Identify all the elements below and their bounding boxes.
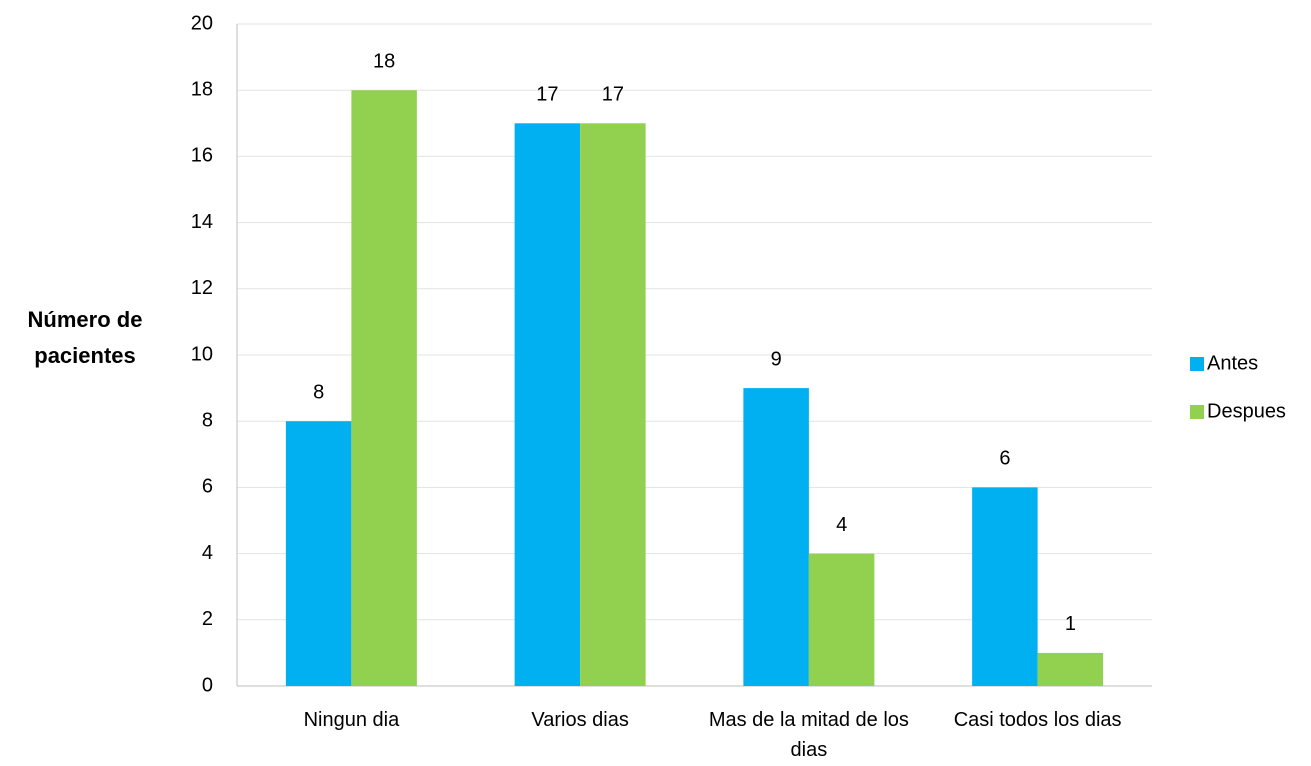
y-tick-label: 10	[191, 343, 213, 365]
x-tick-label: Casi todos los dias	[953, 709, 1122, 731]
data-label: 17	[602, 84, 624, 106]
bar	[808, 553, 875, 686]
x-tick-label: Varios dias	[531, 709, 629, 731]
data-label: 9	[771, 348, 782, 370]
bar	[514, 123, 581, 687]
legend-swatch	[1190, 405, 1204, 419]
data-label: 18	[373, 50, 395, 72]
bar	[972, 487, 1038, 686]
y-tick-label: 14	[191, 211, 213, 233]
y-tick-label: 20	[191, 12, 213, 34]
data-label: 6	[999, 448, 1010, 470]
y-tick-label: 12	[191, 277, 213, 299]
y-tick-label: 8	[202, 409, 213, 431]
data-label: 1	[1065, 613, 1076, 635]
y-axis-label: Número de pacientes	[27, 307, 143, 368]
y-tick-label: 18	[191, 78, 213, 100]
y-tick-label: 2	[202, 608, 213, 630]
y-tick-label: 6	[202, 476, 213, 498]
data-label: 8	[313, 381, 324, 403]
bar	[580, 123, 646, 687]
data-label: 4	[836, 514, 847, 536]
legend-label: Antes	[1207, 352, 1258, 374]
legend-label: Despues	[1207, 400, 1286, 422]
legend-swatch	[1190, 357, 1204, 371]
data-label: 17	[536, 84, 558, 106]
bar	[285, 421, 352, 686]
bar	[1037, 652, 1104, 686]
x-tick-label: Ningun dia	[303, 709, 400, 731]
bar	[743, 388, 809, 686]
y-tick-label: 4	[202, 542, 213, 564]
y-tick-label: 0	[202, 674, 213, 696]
bar	[351, 90, 417, 686]
x-tick-label: Mas de la mitad de los dias	[708, 709, 909, 761]
y-tick-label: 16	[191, 145, 213, 167]
